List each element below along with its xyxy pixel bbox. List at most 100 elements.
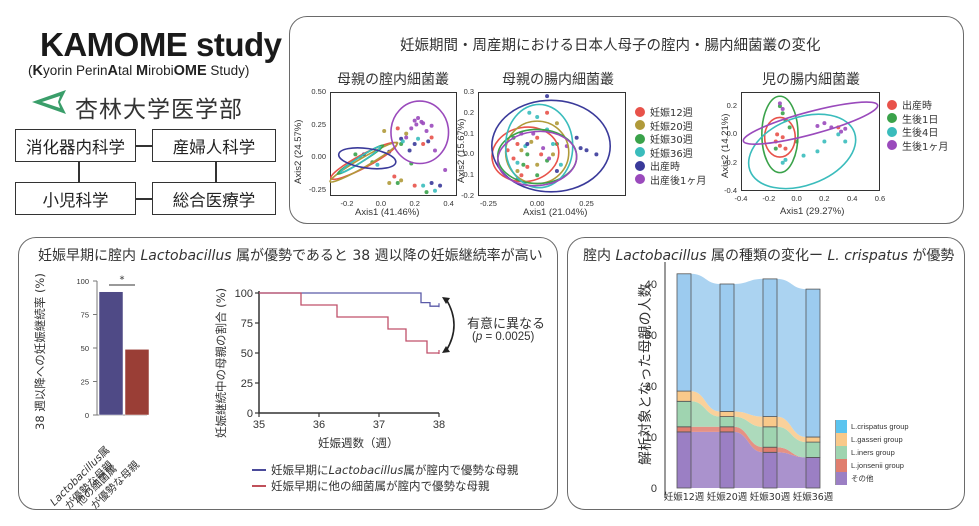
y-axis-label: 妊娠継続中の母親の割合 (%): [214, 287, 228, 438]
alluvial-flow: [734, 426, 763, 453]
legend-label: L.crispatus group: [851, 422, 909, 431]
legend-label: その他: [851, 474, 874, 483]
subtitle-part: (: [28, 63, 33, 78]
y-tick-label: 0.00: [311, 152, 326, 161]
x-tick-label: -0.4: [734, 194, 748, 203]
x-tick-label: 0.00: [529, 199, 545, 208]
data-point: [382, 129, 387, 133]
legend-item: 生後1ヶ月: [887, 139, 948, 153]
legend-dot-icon: [635, 174, 645, 184]
alluvial-flow: [691, 401, 720, 427]
data-point: [525, 164, 530, 169]
x-tick-label: 妊娠36週: [793, 491, 834, 503]
y-tick-label: 0: [247, 408, 253, 420]
legend-item: 妊娠30週: [635, 132, 693, 146]
confidence-ellipse: [329, 141, 399, 183]
x-axis-label: Axis1 (29.27%): [780, 206, 845, 217]
data-point: [432, 188, 437, 193]
y-tick-label: 0.50: [311, 87, 326, 96]
y-tick-label: 10: [645, 432, 657, 444]
data-point: [438, 183, 443, 188]
plot-title-vaginal: 母親の腟内細菌叢: [337, 72, 449, 88]
data-point: [777, 101, 782, 106]
stack-segment: [719, 416, 735, 428]
legend-label: 出産時: [902, 101, 932, 112]
org-connector: [215, 161, 217, 182]
confidence-ellipse: [497, 130, 578, 187]
km-legend: 妊娠早期に Lactobacillus 属が腟内で優勢な母親 妊娠早期に他の細菌属が…: [252, 462, 518, 494]
data-point: [822, 121, 827, 126]
data-point: [535, 173, 540, 178]
bar: [98, 291, 124, 416]
data-point: [550, 152, 555, 157]
data-point: [515, 142, 520, 146]
dept-obstetrics-gynecology: 産婦人科学: [152, 129, 276, 162]
pcoa-plot-vaginal: [329, 100, 450, 195]
y-tick-label: 25: [241, 378, 253, 390]
y-tick-label: -0.2: [461, 191, 474, 200]
confidence-ellipse: [330, 141, 398, 181]
legend-swatch-icon: [835, 472, 847, 485]
legend-label: 出産時: [650, 162, 680, 173]
legend-item: L.gasseri group: [835, 433, 903, 446]
y-tick-label: 20: [645, 381, 657, 393]
data-point: [424, 190, 429, 195]
alluvial-flow: [691, 426, 720, 432]
legend-swatch-icon: [835, 446, 847, 459]
data-point: [416, 136, 421, 141]
alluvial-flow: [777, 452, 806, 488]
y-tick-label: 100: [235, 288, 253, 300]
data-point: [353, 152, 358, 157]
y-tick-label: 0.2: [463, 107, 474, 117]
data-point: [550, 142, 555, 146]
alluvial-flow: [691, 391, 720, 417]
alluvial-flow: [777, 426, 806, 458]
y-tick-label: 30: [645, 330, 657, 342]
subtitle-part: M: [136, 63, 149, 79]
data-point: [775, 132, 780, 137]
data-point: [578, 146, 583, 151]
x-tick-label: 0.2: [819, 194, 830, 203]
legend-label: 妊娠20週: [650, 121, 693, 133]
y-tick-label: -0.25: [308, 184, 326, 194]
stack-segment: [676, 390, 692, 402]
stack-segment: [719, 431, 735, 489]
alluvial-flow: [734, 431, 763, 488]
legend-swatch-icon: [835, 433, 847, 446]
confidence-ellipse: [742, 101, 879, 145]
y-tick-label: 25: [81, 378, 89, 387]
legend-dot-icon: [635, 147, 645, 157]
data-point: [392, 174, 397, 179]
x-tick-label: 0.6: [874, 194, 886, 203]
alluvial-flow: [691, 273, 720, 412]
y-tick-label: 0.25: [311, 119, 326, 129]
confidence-ellipse: [761, 95, 799, 174]
data-point: [412, 183, 417, 188]
significance-label: 有意に異なる: [467, 317, 546, 332]
survival-curve: [259, 292, 439, 354]
confidence-ellipse: [491, 126, 560, 183]
data-point: [535, 162, 540, 167]
data-point: [412, 118, 417, 123]
legend-item: 出産時: [635, 159, 680, 173]
university-name: 杏林大学医学部: [75, 97, 243, 123]
dept-pediatrics: 小児科学: [15, 182, 136, 215]
data-point: [839, 129, 844, 134]
y-tick-label: 0.2: [726, 101, 737, 111]
y-tick-label: 0.1: [463, 128, 474, 138]
org-connector: [136, 198, 152, 200]
legend-item: L.iners group: [835, 446, 895, 459]
alluvial-chart: 0 10 20 30 40 妊娠12週 妊娠20週 妊娠30週 妊娠36週: [645, 262, 834, 503]
data-point: [424, 129, 429, 133]
legend-item: 出産時: [887, 98, 932, 112]
km-legend-item: 妊娠早期に他の細菌属が腟内で優勢な母親: [252, 478, 518, 494]
legend-label: L.jonsenii group: [851, 461, 904, 470]
data-point: [777, 143, 782, 148]
y-tick-label: 0.0: [726, 129, 737, 139]
x-tick-label: 37: [373, 419, 385, 431]
data-point: [421, 142, 426, 146]
legend-dot-icon: [887, 140, 897, 150]
confidence-ellipse: [390, 100, 450, 165]
data-point: [416, 116, 421, 120]
species-panel-title: 腟内 Lactobacillus 属の種類の変化ー L. crispatus が…: [583, 248, 955, 264]
